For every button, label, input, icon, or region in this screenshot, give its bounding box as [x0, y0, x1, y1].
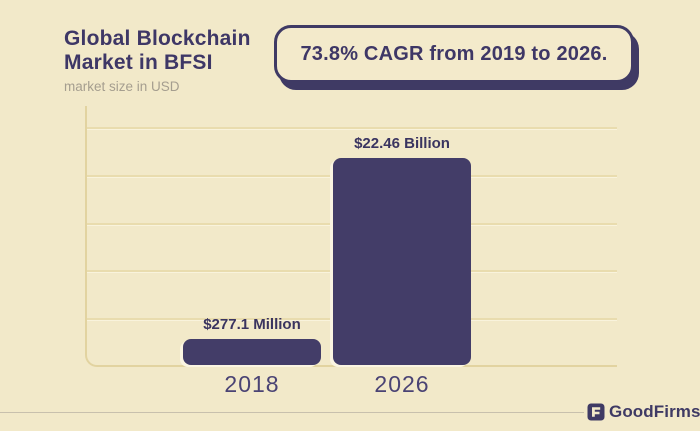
goodfirms-icon: [587, 403, 605, 421]
chart-subtitle: market size in USD: [64, 79, 180, 94]
chart-title-line1: Global Blockchain: [64, 27, 251, 50]
chart-title: Global Blockchain Market in BFSI: [64, 27, 251, 75]
value-label-2026: $22.46 Billion: [354, 135, 450, 152]
chart-title-line2: Market in BFSI: [64, 51, 213, 74]
goodfirms-logo[interactable]: GoodFirms: [587, 402, 700, 422]
footer-divider: [0, 412, 584, 413]
cagr-callout: 73.8% CAGR from 2019 to 2026.: [274, 25, 634, 83]
cagr-callout-text: 73.8% CAGR from 2019 to 2026.: [300, 42, 608, 65]
gridline: [87, 127, 617, 130]
bar-2018: [183, 339, 321, 365]
title-block: Global Blockchain Market in BFSI market s…: [64, 27, 251, 94]
value-label-2018: $277.1 Million: [203, 316, 301, 333]
bar-2026: [333, 158, 471, 365]
x-axis-label-2018: 2018: [224, 371, 280, 397]
x-axis-label-2026: 2026: [374, 371, 430, 397]
goodfirms-wordmark: GoodFirms: [609, 402, 700, 421]
